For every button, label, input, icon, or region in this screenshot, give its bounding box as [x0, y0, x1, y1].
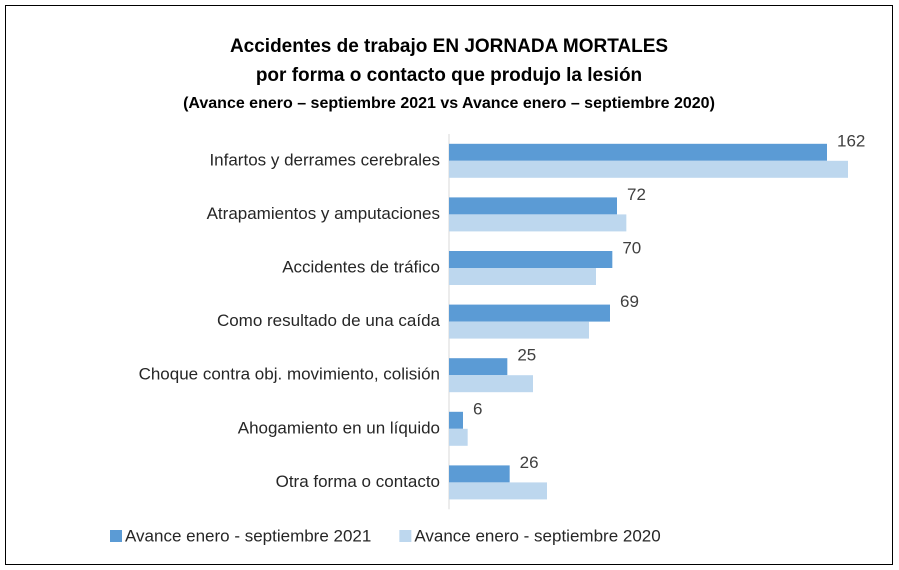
- category-label: Como resultado de una caída: [217, 311, 441, 330]
- value-label: 72: [627, 185, 646, 204]
- value-label: 25: [517, 346, 536, 365]
- bar: [449, 375, 533, 393]
- category-label: Otra forma o contacto: [276, 472, 440, 491]
- chart-title: Accidentes de trabajo EN JORNADA MORTALE…: [230, 36, 668, 57]
- bar: [449, 428, 468, 446]
- bar: [449, 214, 627, 232]
- bar: [449, 358, 508, 376]
- value-label: 6: [473, 399, 482, 418]
- bar: [449, 304, 610, 322]
- legend-swatch: [399, 530, 412, 542]
- value-label: 162: [837, 131, 865, 150]
- legend-swatch: [110, 530, 122, 542]
- bar: [449, 465, 510, 483]
- category-label: Infartos y derrames cerebrales: [209, 150, 440, 169]
- chart-subtitle: (Avance enero – septiembre 2021 vs Avanc…: [183, 95, 715, 112]
- value-label: 26: [520, 453, 539, 472]
- category-label: Choque contra obj. movimiento, colisión: [139, 365, 440, 384]
- legend-label: Avance enero - septiembre 2020: [414, 526, 660, 545]
- value-label: 70: [622, 238, 641, 257]
- category-label: Ahogamiento en un líquido: [238, 418, 440, 437]
- bar: [449, 482, 547, 500]
- bar: [449, 268, 596, 285]
- bar: [449, 143, 827, 161]
- category-label: Accidentes de tráfico: [282, 257, 440, 276]
- chart-subtitle: por forma o contacto que produjo la lesi…: [256, 65, 642, 86]
- bar: [449, 411, 463, 429]
- category-label: Atrapamientos y amputaciones: [207, 204, 440, 223]
- bar: [449, 160, 848, 178]
- bar: [449, 251, 613, 268]
- bar: [449, 197, 617, 215]
- legend-label: Avance enero - septiembre 2021: [125, 526, 371, 545]
- bar: [449, 321, 589, 339]
- value-label: 69: [620, 292, 639, 311]
